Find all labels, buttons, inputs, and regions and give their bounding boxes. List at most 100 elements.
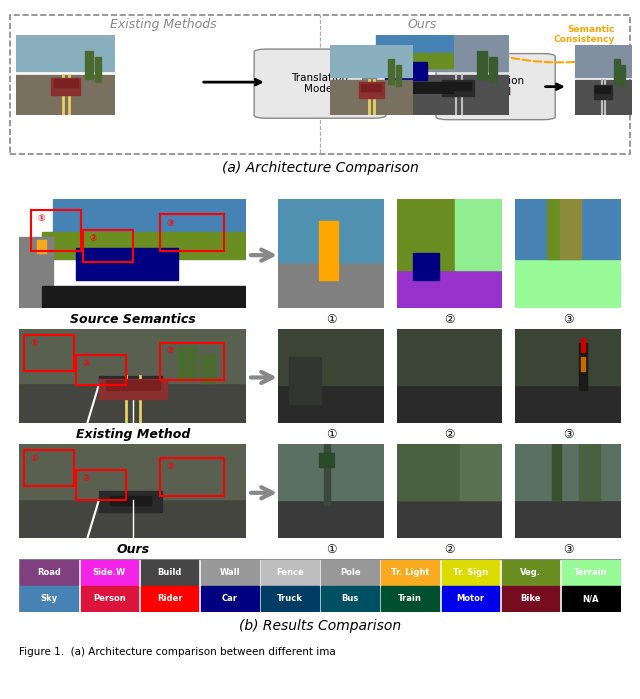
Bar bbox=[201, 586, 259, 611]
Bar bbox=[455, 199, 502, 270]
Bar bbox=[562, 561, 620, 585]
Bar bbox=[559, 199, 580, 259]
Bar bbox=[397, 385, 502, 423]
Text: Tr. Light: Tr. Light bbox=[391, 568, 429, 577]
Bar bbox=[19, 237, 53, 308]
Bar bbox=[19, 329, 246, 383]
Bar bbox=[19, 498, 246, 538]
Bar bbox=[397, 270, 502, 308]
Text: ③: ③ bbox=[563, 428, 573, 441]
Bar bbox=[580, 338, 585, 352]
Text: Truck: Truck bbox=[277, 594, 303, 603]
Bar bbox=[381, 561, 439, 585]
Bar bbox=[19, 376, 246, 423]
Bar bbox=[201, 561, 259, 585]
Bar bbox=[20, 561, 78, 585]
Bar bbox=[81, 561, 138, 585]
Bar bbox=[99, 379, 167, 399]
Text: ①: ① bbox=[326, 428, 337, 441]
Text: ②: ② bbox=[83, 359, 90, 368]
Bar bbox=[515, 199, 621, 259]
Bar bbox=[515, 500, 621, 538]
Bar bbox=[580, 357, 585, 371]
Bar bbox=[99, 491, 163, 512]
Bar bbox=[361, 84, 381, 91]
Bar bbox=[160, 343, 224, 380]
Text: Source Semantics: Source Semantics bbox=[70, 313, 196, 326]
Text: Veg.: Veg. bbox=[520, 568, 541, 577]
Text: Bus: Bus bbox=[342, 594, 358, 603]
Text: Semantic
Consistency: Semantic Consistency bbox=[554, 25, 615, 45]
Bar bbox=[362, 56, 376, 94]
Text: ②: ② bbox=[444, 544, 455, 556]
Text: (a) Architecture Comparison: (a) Architecture Comparison bbox=[221, 161, 419, 175]
Bar bbox=[547, 199, 559, 259]
Text: Tr. Sign: Tr. Sign bbox=[453, 568, 488, 577]
Bar bbox=[53, 199, 246, 243]
Bar bbox=[83, 229, 133, 262]
Bar bbox=[95, 57, 101, 82]
Bar bbox=[575, 80, 632, 115]
Bar bbox=[552, 444, 561, 500]
Text: ③: ③ bbox=[167, 219, 175, 228]
Bar bbox=[110, 496, 151, 505]
Bar bbox=[562, 586, 620, 611]
Bar bbox=[397, 199, 455, 270]
Text: Fence: Fence bbox=[276, 568, 304, 577]
Text: Build: Build bbox=[157, 568, 182, 577]
Bar bbox=[141, 586, 198, 611]
Bar bbox=[614, 59, 620, 84]
Bar bbox=[410, 75, 509, 115]
Bar bbox=[413, 254, 439, 280]
Bar bbox=[515, 385, 621, 423]
Text: ①: ① bbox=[326, 544, 337, 556]
Text: ②: ② bbox=[444, 313, 455, 326]
Text: Wall: Wall bbox=[220, 568, 240, 577]
Bar bbox=[371, 53, 454, 68]
Bar bbox=[397, 500, 502, 538]
Bar bbox=[141, 561, 198, 585]
Bar bbox=[278, 329, 384, 385]
Bar bbox=[397, 444, 502, 500]
Bar bbox=[359, 82, 384, 98]
Bar bbox=[460, 444, 502, 500]
Bar bbox=[477, 51, 487, 79]
Text: Existing Methods: Existing Methods bbox=[110, 17, 216, 31]
Bar bbox=[321, 586, 379, 611]
Bar bbox=[85, 51, 93, 79]
Bar bbox=[445, 82, 471, 89]
Bar bbox=[278, 385, 384, 423]
Bar bbox=[442, 80, 474, 96]
Text: Person: Person bbox=[93, 594, 126, 603]
Text: ③: ③ bbox=[167, 462, 175, 471]
Text: Motor: Motor bbox=[456, 594, 484, 603]
Bar bbox=[321, 561, 379, 585]
Bar bbox=[278, 262, 384, 308]
Bar bbox=[19, 444, 246, 498]
Text: Road: Road bbox=[37, 568, 61, 577]
Text: ①: ① bbox=[31, 339, 38, 348]
Text: Train: Train bbox=[398, 594, 422, 603]
Bar bbox=[502, 561, 559, 585]
Text: Pole: Pole bbox=[340, 568, 360, 577]
Bar bbox=[37, 240, 47, 254]
Text: Car: Car bbox=[222, 594, 238, 603]
Text: Ours: Ours bbox=[408, 17, 437, 31]
Bar bbox=[381, 586, 439, 611]
Bar bbox=[489, 57, 497, 82]
Bar bbox=[31, 210, 81, 251]
Bar bbox=[278, 444, 384, 500]
Bar bbox=[51, 78, 81, 95]
Bar bbox=[515, 329, 621, 385]
Bar bbox=[515, 444, 621, 500]
Bar bbox=[24, 335, 74, 371]
Bar bbox=[594, 85, 612, 99]
Bar bbox=[397, 329, 502, 385]
Text: (b) Results Comparison: (b) Results Comparison bbox=[239, 619, 401, 633]
Text: ③: ③ bbox=[563, 544, 573, 556]
Bar bbox=[99, 376, 163, 396]
Text: Existing Method: Existing Method bbox=[76, 428, 190, 441]
Text: guide: guide bbox=[398, 52, 431, 62]
Text: ②: ② bbox=[83, 474, 90, 483]
Bar bbox=[261, 586, 319, 611]
